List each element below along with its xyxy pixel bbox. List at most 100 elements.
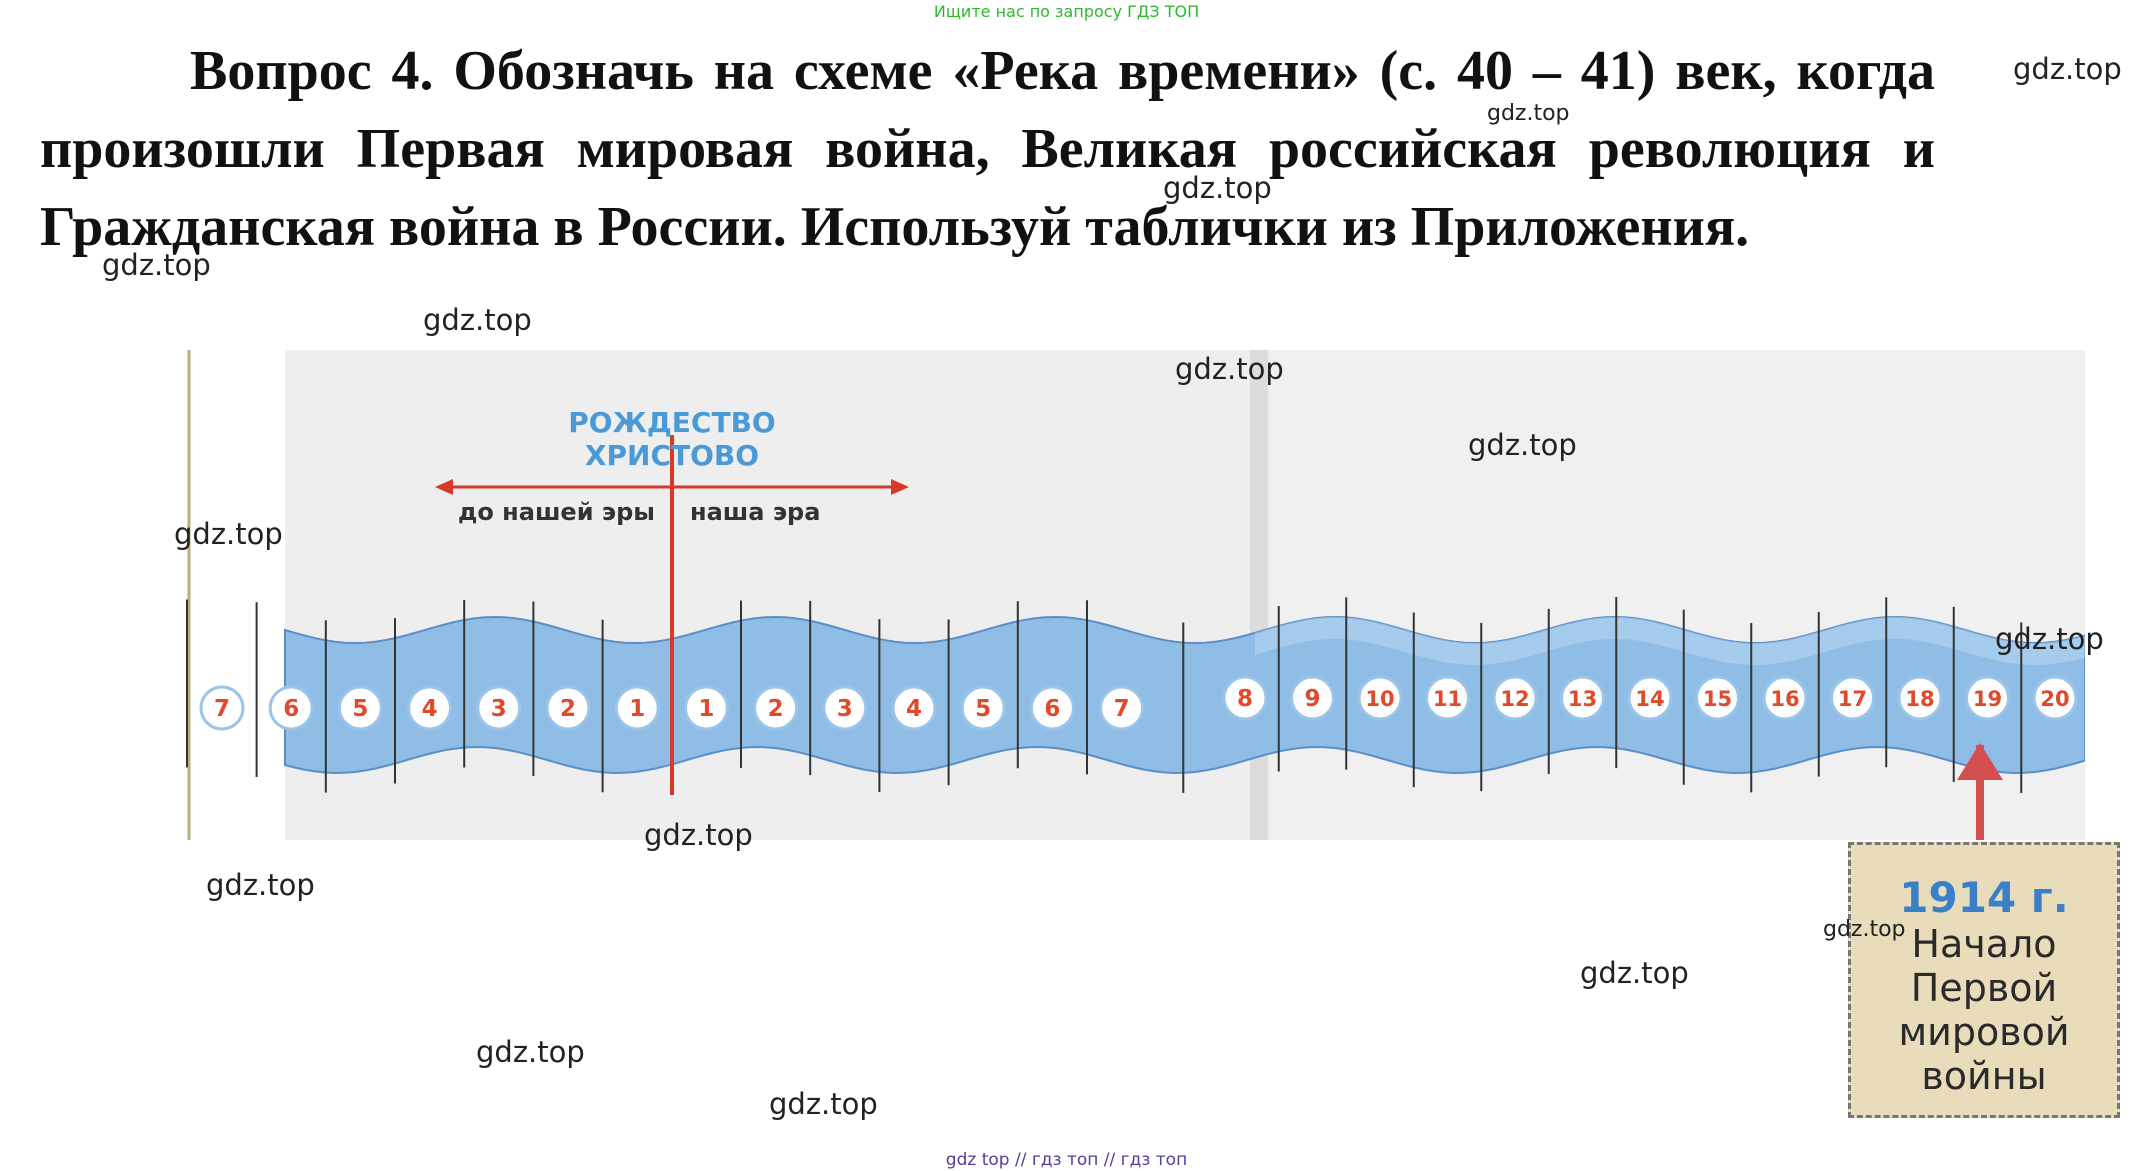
century-number: 12: [1500, 687, 1529, 711]
century-number: 1: [629, 696, 645, 722]
river-band: [284, 615, 2085, 775]
century-number: 1: [698, 696, 714, 722]
century-number: 5: [975, 696, 991, 722]
question-body: Обозначь на схеме «Река времени» (с. 40 …: [40, 40, 1935, 258]
century-number: 18: [1905, 687, 1934, 711]
watermark: gdz.top: [1995, 622, 2104, 656]
century-number: 3: [491, 696, 507, 722]
century-circle: [545, 685, 591, 731]
century-marker-ad-9: 9: [1290, 675, 1335, 721]
century-number: 4: [422, 696, 438, 722]
watermark: gdz.top: [423, 303, 532, 337]
event-card-ww1: 1914 г. Начало Первой мировой войны: [1848, 842, 2120, 1118]
century-circle: [960, 685, 1006, 731]
pointer-arrow-icon: [1957, 743, 2003, 780]
century-circle: [683, 685, 729, 731]
watermark: gdz.top: [2013, 52, 2122, 86]
century-circle: [1627, 675, 1673, 721]
century-marker-bc-2: 2: [545, 685, 591, 731]
century-marker-ad-1: 1: [683, 685, 729, 731]
century-number: 10: [1365, 687, 1394, 711]
century-circle: [1290, 675, 1335, 721]
watermark: gdz.top: [644, 818, 753, 852]
watermark: gdz.top: [102, 248, 211, 282]
century-number: 20: [2040, 687, 2069, 711]
century-circle: [1492, 675, 1538, 721]
century-number: 7: [214, 696, 230, 722]
watermark: gdz.top: [1468, 428, 1577, 462]
century-circle: [1357, 675, 1403, 721]
arrow-right-icon: [891, 479, 909, 495]
century-circle: [337, 685, 383, 731]
century-circle: [268, 685, 314, 731]
christmas-label-line1: РОЖДЕСТВО: [568, 406, 775, 439]
search-banner[interactable]: Ищите нас по запросу ГДЗ ТОП: [933, 2, 1200, 21]
century-number: 14: [1635, 687, 1664, 711]
question-label: Вопрос 4.: [190, 40, 434, 102]
century-marker-ad-8: 8: [1222, 675, 1268, 721]
century-number: 16: [1770, 687, 1799, 711]
century-circle: [407, 685, 453, 731]
century-number: 6: [283, 696, 299, 722]
century-number: 11: [1433, 687, 1462, 711]
event-card-line3: мировой: [1898, 1010, 2070, 1054]
century-number: 3: [837, 696, 853, 722]
century-marker-ad-16: 16: [1762, 675, 1808, 721]
century-marker-ad-19: 19: [1965, 675, 2010, 721]
century-circle: [199, 685, 245, 731]
century-number: 13: [1568, 687, 1597, 711]
century-circle: [753, 685, 799, 731]
river-of-time-diagram: 7654321123456789101112131415161718192021…: [185, 350, 2085, 840]
century-circle: [2032, 675, 2078, 721]
century-marker-ad-10: 10: [1357, 675, 1403, 721]
book-spine: [1250, 350, 1268, 840]
page-left-bg: [285, 350, 1250, 840]
event-card-line4: войны: [1921, 1054, 2047, 1098]
left-margin: [185, 350, 285, 840]
century-circle: [1560, 675, 1605, 721]
century-marker-bc-6: 6: [268, 685, 314, 731]
century-circle: [614, 685, 660, 731]
century-marker-bc-5: 5: [337, 685, 383, 731]
century-marker-ad-18: 18: [1897, 675, 1943, 721]
century-circle: [1830, 675, 1875, 721]
century-marker-ad-3: 3: [822, 685, 868, 731]
century-circle: [1425, 675, 1470, 721]
century-circle: [1099, 685, 1145, 731]
century-marker-ad-6: 6: [1029, 685, 1075, 731]
century-marker-ad-14: 14: [1627, 675, 1673, 721]
century-number: 8: [1237, 686, 1253, 712]
century-circle: [1897, 675, 1943, 721]
event-card-line1: Начало: [1911, 922, 2057, 966]
century-marker-bc-7: 7: [199, 685, 245, 731]
christmas-label-line2: ХРИСТОВО: [585, 439, 759, 472]
watermark: gdz.top: [769, 1087, 878, 1121]
century-marker-ad-15: 15: [1695, 675, 1740, 721]
watermark: gdz.top: [1580, 956, 1689, 990]
watermark: gdz.top: [1487, 101, 1570, 126]
century-marker-bc-1: 1: [614, 685, 660, 731]
footer-links[interactable]: gdz top // гдз топ // гдз топ: [945, 1150, 1188, 1170]
century-marker-ad-11: 11: [1425, 675, 1470, 721]
arrow-left-icon: [435, 479, 453, 495]
century-marker-ad-20: 20: [2032, 675, 2078, 721]
century-number: 15: [1703, 687, 1732, 711]
century-marker-ad-4: 4: [891, 685, 937, 731]
century-circle: [1222, 675, 1268, 721]
century-circle: [476, 685, 522, 731]
page-right-bg: [1250, 350, 2085, 840]
question-text: Вопрос 4. Обозначь на схеме «Река времен…: [40, 32, 1935, 266]
century-number: 2: [768, 696, 784, 722]
river-highlight: [1255, 617, 2085, 665]
ad-era-label: наша эра: [690, 498, 820, 526]
bc-era-label: до нашей эры: [458, 498, 655, 526]
event-card-line2: Первой: [1910, 966, 2058, 1010]
century-number: 9: [1304, 686, 1320, 712]
century-circle: [1695, 675, 1740, 721]
century-number: 17: [1838, 687, 1867, 711]
watermark: gdz.top: [174, 517, 283, 551]
century-marker-ad-7: 7: [1099, 685, 1145, 731]
century-circle: [822, 685, 868, 731]
century-number: 2: [560, 696, 576, 722]
century-marker-ad-12: 12: [1492, 675, 1538, 721]
